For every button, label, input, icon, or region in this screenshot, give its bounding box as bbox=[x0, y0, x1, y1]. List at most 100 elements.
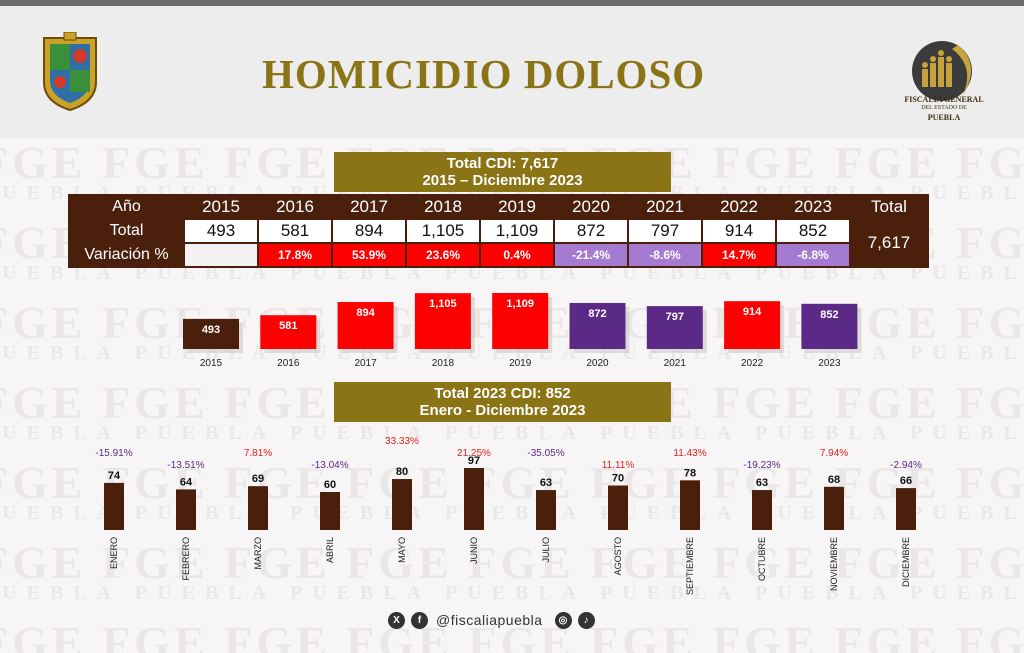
org-line-2: DEL ESTADO DE bbox=[921, 105, 967, 111]
watermark-row: PUEBLA PUEBLA PUEBLA PUEBLA PUEBLA PUEBL… bbox=[0, 422, 1024, 444]
fiscalia-name: FISCALÍA GENERAL DEL ESTADO DE PUEBLA bbox=[892, 95, 996, 122]
bar-2023 bbox=[801, 303, 858, 349]
table-variation-cell: 23.6% bbox=[405, 242, 481, 268]
table-year-header: 2021 bbox=[627, 194, 703, 220]
x-tick-label: 2016 bbox=[277, 358, 300, 369]
watermark-row: FGE FGE FGE FGE FGE FGE FGE FGE FGE FGE … bbox=[0, 617, 1024, 653]
bar-junio bbox=[464, 468, 484, 530]
variation-label: 11.11% bbox=[602, 460, 635, 471]
table-total-cell: 894 bbox=[331, 218, 407, 244]
x-tick-label: SEPTIEMBRE bbox=[685, 537, 695, 595]
table-total-cell: 1,109 bbox=[479, 218, 555, 244]
table-year-header: 2023 bbox=[775, 194, 851, 220]
bar-value-label: 66 bbox=[900, 475, 912, 487]
x-tick-label: 2021 bbox=[664, 358, 687, 369]
bar-2021 bbox=[646, 306, 703, 349]
watermark-row: PUEBLA PUEBLA PUEBLA PUEBLA PUEBLA PUEBL… bbox=[0, 582, 1024, 604]
bar-febrero bbox=[176, 489, 196, 530]
bar-mayo bbox=[392, 479, 412, 530]
bar-value-label: 1,109 bbox=[506, 298, 534, 310]
x-tick-label: JULIO bbox=[541, 537, 551, 563]
annual-total-banner-line1: Total CDI: 7,617 bbox=[446, 155, 559, 172]
bar-diciembre bbox=[896, 488, 916, 530]
variation-label: -15.91% bbox=[95, 448, 132, 459]
x-tick-label: 2020 bbox=[586, 358, 609, 369]
bar-value-label: 894 bbox=[356, 307, 375, 319]
x-tick-label: 2015 bbox=[200, 358, 223, 369]
page-title: HOMICIDIO DOLOSO bbox=[262, 51, 706, 97]
variation-label: -19.23% bbox=[743, 460, 780, 471]
bar-marzo bbox=[248, 486, 268, 530]
table-variation-cell bbox=[183, 242, 259, 268]
bar-value-label: 97 bbox=[468, 455, 480, 467]
social-bar: X f @fiscaliapuebla ◎ ♪ bbox=[388, 610, 595, 630]
x-tick-label: DICIEMBRE bbox=[901, 537, 911, 587]
org-line-1: FISCALÍA GENERAL bbox=[904, 95, 984, 104]
bar-septiembre bbox=[680, 480, 700, 530]
bar-value-label: 70 bbox=[612, 473, 624, 485]
table-total-cell: 493 bbox=[183, 218, 259, 244]
bar-value-label: 74 bbox=[108, 470, 121, 482]
x-tick-label: 2022 bbox=[741, 358, 764, 369]
bar-2016 bbox=[260, 315, 317, 349]
variation-label: -35.05% bbox=[527, 448, 564, 459]
table-total-cell: 872 bbox=[553, 218, 629, 244]
table-year-header: 2015 bbox=[183, 194, 259, 220]
table-year-header: 2019 bbox=[479, 194, 555, 220]
table-year-header: 2018 bbox=[405, 194, 481, 220]
table-total-cell: 914 bbox=[701, 218, 777, 244]
table-row-total: Total 493 581 894 1,105 1,109 872 797 914 852 7,6… bbox=[68, 218, 929, 268]
table-row-year: Año 2015 2016 2017 2018 2019 2020 2021 2022 2023… bbox=[68, 194, 929, 220]
table-total-cell: 797 bbox=[627, 218, 703, 244]
social-handle[interactable]: @fiscaliapuebla bbox=[436, 612, 543, 628]
bar-julio bbox=[536, 490, 556, 530]
bar-value-label: 63 bbox=[756, 477, 768, 489]
x-tick-label: 2023 bbox=[818, 358, 841, 369]
table-row-label: Total bbox=[68, 218, 185, 244]
instagram-icon[interactable]: ◎ bbox=[554, 611, 572, 629]
bar-value-label: 852 bbox=[820, 309, 838, 321]
x-tick-label: MAYO bbox=[397, 537, 407, 563]
bar-2020 bbox=[569, 302, 626, 349]
bar-value-label: 872 bbox=[588, 308, 606, 320]
bar-2017 bbox=[337, 302, 394, 349]
variation-label: -2.94% bbox=[890, 460, 922, 471]
annual-total-banner: Total CDI: 7,617 2015 – Diciembre 2023 bbox=[334, 152, 671, 192]
bar-2022 bbox=[724, 301, 781, 349]
bar-value-label: 63 bbox=[540, 477, 552, 489]
monthly-total-banner-line2: Enero - Diciembre 2023 bbox=[419, 402, 586, 419]
bar-value-label: 64 bbox=[180, 476, 193, 488]
table-total-cell: 581 bbox=[257, 218, 333, 244]
bar-value-label: 80 bbox=[396, 466, 408, 478]
tiktok-icon[interactable]: ♪ bbox=[577, 611, 595, 629]
x-tick-label: AGOSTO bbox=[613, 537, 623, 575]
x-tick-label: ABRIL bbox=[325, 537, 335, 563]
variation-label: -13.51% bbox=[167, 460, 204, 471]
table-row-label: Año bbox=[68, 194, 185, 220]
table-row-label: Variación % bbox=[68, 242, 185, 268]
monthly-total-banner-line1: Total 2023 CDI: 852 bbox=[434, 385, 571, 402]
table-total-cell: 1,105 bbox=[405, 218, 481, 244]
watermark-row: PUEBLA PUEBLA PUEBLA PUEBLA PUEBLA PUEBL… bbox=[0, 262, 1024, 284]
table-grand-total: 7,617 bbox=[849, 218, 929, 268]
table-year-header: 2016 bbox=[257, 194, 333, 220]
org-line-3: PUEBLA bbox=[927, 113, 961, 122]
bar-value-label: 69 bbox=[252, 473, 264, 485]
x-twitter-icon[interactable]: X bbox=[388, 611, 405, 629]
table-total-cell: 852 bbox=[775, 218, 851, 244]
watermark-row: FGE FGE FGE FGE FGE FGE FGE FGE FGE FGE … bbox=[0, 537, 1024, 588]
bar-enero bbox=[104, 482, 124, 530]
table-variation-cell: 53.9% bbox=[331, 242, 407, 268]
top-border bbox=[0, 0, 1024, 6]
table-year-header: 2020 bbox=[553, 194, 629, 220]
bar-octubre bbox=[752, 490, 772, 530]
bar-noviembre bbox=[824, 486, 844, 530]
state-coat-of-arms-icon bbox=[43, 32, 97, 112]
bar-value-label: 581 bbox=[279, 320, 297, 332]
x-tick-label: NOVIEMBRE bbox=[829, 537, 839, 591]
variation-label: -13.04% bbox=[311, 460, 348, 471]
x-tick-label: 2017 bbox=[354, 358, 377, 369]
facebook-icon[interactable]: f bbox=[411, 611, 428, 629]
bar-value-label: 78 bbox=[684, 467, 696, 479]
